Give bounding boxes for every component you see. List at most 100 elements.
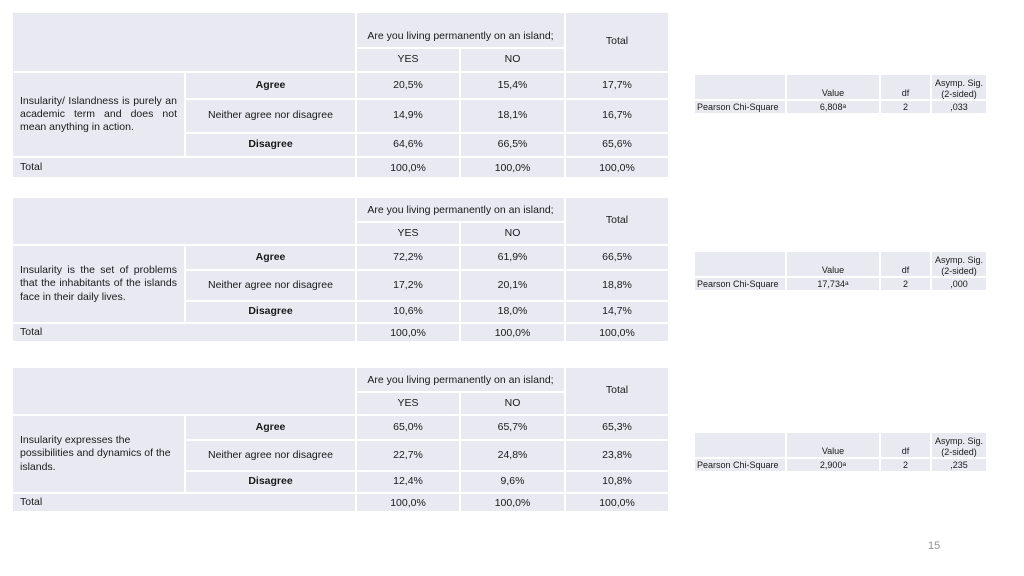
cell-neither-no: 18,1%: [461, 100, 564, 132]
cell-agree-total: 66,5%: [566, 246, 668, 269]
chi-sig-cell: ,235: [932, 459, 986, 471]
cell-disagree-yes: 64,6%: [357, 134, 459, 156]
chi-value-cell: 6,808 a: [787, 101, 879, 113]
island-question-header: Are you living permanently on an island;: [357, 198, 564, 221]
asymp-sig-line1: Asymp. Sig.: [934, 436, 983, 447]
chi-value: 17,734: [817, 278, 845, 289]
chi-sig-cell: ,000: [932, 278, 986, 290]
cell-agree-yes: 65,0%: [357, 416, 459, 439]
pearson-chi-square-label: Pearson Chi-Square: [695, 278, 785, 290]
value-column-header: Value: [787, 75, 879, 99]
chi-value-footnote: a: [844, 279, 849, 287]
no-column-header: NO: [461, 223, 564, 244]
cell-neither-total: 18,8%: [566, 271, 668, 300]
asymp-sig-column-header: Asymp. Sig. (2-sided): [932, 75, 986, 99]
asymp-sig-line1: Asymp. Sig.: [934, 78, 983, 89]
value-column-header: Value: [787, 252, 879, 276]
disagree-row-label: Disagree: [186, 134, 355, 156]
blank-header-cell: [13, 13, 355, 71]
total-row-label: Total: [13, 324, 355, 341]
page-number: 15: [928, 540, 941, 552]
cell-disagree-total: 65,6%: [566, 134, 668, 156]
asymp-sig-line2: (2-sided): [941, 446, 977, 457]
total-column-header: Total: [566, 13, 668, 71]
df-column-header: df: [881, 252, 930, 276]
chi-df-cell: 2: [881, 278, 930, 290]
df-column-header: df: [881, 433, 930, 457]
crosstab-table-2: Are you living permanently on an island;…: [13, 198, 668, 341]
cell-total-total: 100,0%: [566, 158, 668, 177]
statement-cell: Insularity is the set of problems that t…: [13, 246, 184, 322]
total-column-header: Total: [566, 368, 668, 414]
pearson-chi-square-label: Pearson Chi-Square: [695, 459, 785, 471]
cell-agree-total: 17,7%: [566, 73, 668, 98]
crosstab-table-1: Are you living permanently on an island;…: [13, 13, 668, 177]
cell-agree-no: 15,4%: [461, 73, 564, 98]
blank-header-cell: [13, 198, 355, 244]
cell-neither-total: 16,7%: [566, 100, 668, 132]
island-question-header: Are you living permanently on an island;: [357, 368, 564, 391]
asymp-sig-line1: Asymp. Sig.: [934, 255, 983, 266]
cell-total-no: 100,0%: [461, 158, 564, 177]
cell-neither-no: 24,8%: [461, 441, 564, 470]
blank-header-cell: [695, 433, 785, 457]
cell-total-yes: 100,0%: [357, 494, 459, 511]
island-question-header: Are you living permanently on an island;: [357, 13, 564, 47]
no-column-header: NO: [461, 49, 564, 71]
cell-total-no: 100,0%: [461, 494, 564, 511]
cell-neither-yes: 14,9%: [357, 100, 459, 132]
cell-disagree-no: 18,0%: [461, 302, 564, 322]
chi-value-cell: 2,900 a: [787, 459, 879, 471]
yes-column-header: YES: [357, 223, 459, 244]
cell-agree-yes: 72,2%: [357, 246, 459, 269]
pearson-chi-square-label: Pearson Chi-Square: [695, 101, 785, 113]
crosstab-table-3: Are you living permanently on an island;…: [13, 368, 668, 511]
statement-cell: Insularity expresses the possibilities a…: [13, 416, 184, 492]
disagree-row-label: Disagree: [186, 472, 355, 492]
cell-total-total: 100,0%: [566, 324, 668, 341]
cell-disagree-yes: 12,4%: [357, 472, 459, 492]
blank-header-cell: [695, 252, 785, 276]
cell-disagree-yes: 10,6%: [357, 302, 459, 322]
no-column-header: NO: [461, 393, 564, 414]
statement-cell: Insularity/ Islandness is purely an acad…: [13, 73, 184, 156]
asymp-sig-column-header: Asymp. Sig. (2-sided): [932, 252, 986, 276]
cell-agree-yes: 20,5%: [357, 73, 459, 98]
asymp-sig-line2: (2-sided): [941, 265, 977, 276]
cell-total-yes: 100,0%: [357, 158, 459, 177]
total-row-label: Total: [13, 158, 355, 177]
neither-row-label: Neither agree nor disagree: [186, 271, 355, 300]
cell-total-no: 100,0%: [461, 324, 564, 341]
statement-text: Insularity/ Islandness is purely an acad…: [20, 94, 177, 134]
neither-row-label: Neither agree nor disagree: [186, 100, 355, 132]
cell-agree-total: 65,3%: [566, 416, 668, 439]
cell-neither-total: 23,8%: [566, 441, 668, 470]
yes-column-header: YES: [357, 393, 459, 414]
chi-square-table-3: Value df Asymp. Sig. (2-sided) Pearson C…: [695, 433, 986, 471]
chi-value: 6,808: [819, 101, 843, 112]
chi-sig-cell: ,033: [932, 101, 986, 113]
cell-agree-no: 61,9%: [461, 246, 564, 269]
blank-header-cell: [13, 368, 355, 414]
agree-row-label: Agree: [186, 416, 355, 439]
cell-disagree-no: 9,6%: [461, 472, 564, 492]
asymp-sig-line2: (2-sided): [941, 88, 977, 99]
asymp-sig-column-header: Asymp. Sig. (2-sided): [932, 433, 986, 457]
neither-row-label: Neither agree nor disagree: [186, 441, 355, 470]
cell-agree-no: 65,7%: [461, 416, 564, 439]
chi-value-cell: 17,734 a: [787, 278, 879, 290]
chi-df-cell: 2: [881, 459, 930, 471]
cell-disagree-no: 66,5%: [461, 134, 564, 156]
value-column-header: Value: [787, 433, 879, 457]
chi-value-footnote: a: [842, 460, 847, 468]
cell-neither-no: 20,1%: [461, 271, 564, 300]
cell-neither-yes: 22,7%: [357, 441, 459, 470]
chi-square-table-1: Value df Asymp. Sig. (2-sided) Pearson C…: [695, 75, 986, 113]
cell-total-total: 100,0%: [566, 494, 668, 511]
agree-row-label: Agree: [186, 73, 355, 98]
chi-square-table-2: Value df Asymp. Sig. (2-sided) Pearson C…: [695, 252, 986, 290]
total-row-label: Total: [13, 494, 355, 511]
cell-total-yes: 100,0%: [357, 324, 459, 341]
chi-value: 2,900: [819, 459, 843, 470]
